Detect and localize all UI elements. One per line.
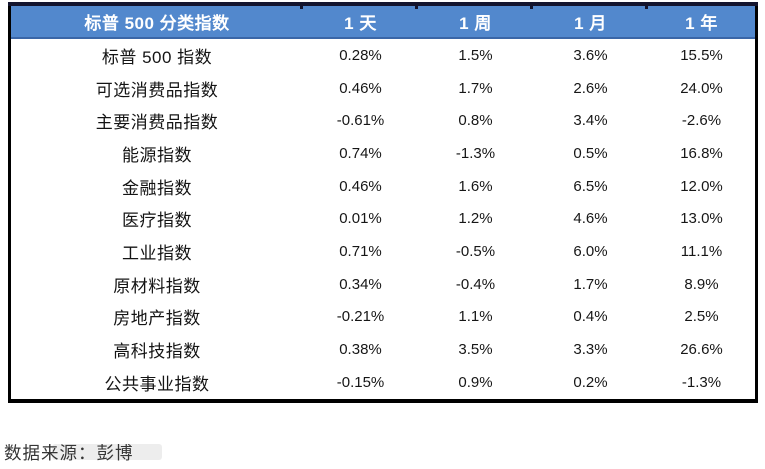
table-row: 公共事业指数 -0.15% 0.9% 0.2% -1.3% bbox=[11, 365, 755, 399]
header-1year: 1 年 bbox=[685, 14, 718, 33]
value-1week: 3.5% bbox=[458, 341, 493, 359]
table-row: 标普 500 指数 0.28% 1.5% 3.6% 15.5% bbox=[11, 39, 755, 72]
row-label: 主要消费品指数 bbox=[95, 113, 219, 133]
value-1year: 24.0% bbox=[680, 79, 723, 97]
table-row: 可选消费品指数 0.46% 1.7% 2.6% 24.0% bbox=[11, 71, 755, 105]
table-row: 主要消费品指数 -0.61% 0.8% 3.4% -2.6% bbox=[11, 104, 755, 138]
table-row: 能源指数 0.74% -1.3% 0.5% 16.8% bbox=[11, 137, 755, 170]
value-1year: -1.3% bbox=[681, 373, 722, 391]
value-1day: -0.21% bbox=[336, 308, 385, 326]
table-header-row: 标普 500 分类指数 1 天 1 周 1 月 1 年 bbox=[11, 6, 755, 39]
value-1day: -0.15% bbox=[336, 373, 385, 391]
value-1week: 1.1% bbox=[458, 308, 493, 326]
value-1year: -2.6% bbox=[681, 112, 722, 130]
value-1week: -0.5% bbox=[455, 242, 496, 260]
table-row: 医疗指数 0.01% 1.2% 4.6% 13.0% bbox=[11, 202, 755, 236]
header-1day: 1 天 bbox=[344, 14, 377, 33]
row-label: 标普 500 指数 bbox=[101, 47, 213, 67]
value-1day: 0.74% bbox=[339, 144, 382, 162]
value-1year: 12.0% bbox=[680, 177, 723, 195]
sp500-sector-table: 标普 500 分类指数 1 天 1 周 1 月 1 年 标普 500 指数 0.… bbox=[8, 2, 758, 403]
value-1month: 4.6% bbox=[573, 210, 608, 228]
table-row: 原材料指数 0.34% -0.4% 1.7% 8.9% bbox=[11, 267, 755, 301]
header-1month: 1 月 bbox=[574, 14, 607, 33]
value-1week: 1.5% bbox=[458, 46, 493, 64]
value-1year: 26.6% bbox=[680, 341, 723, 359]
column-divider-tick bbox=[300, 6, 303, 9]
table-row: 工业指数 0.71% -0.5% 6.0% 11.1% bbox=[11, 235, 755, 268]
value-1year: 11.1% bbox=[680, 242, 723, 260]
column-divider-tick bbox=[530, 6, 533, 9]
table-row: 高科技指数 0.38% 3.5% 3.3% 26.6% bbox=[11, 333, 755, 366]
row-label: 公共事业指数 bbox=[104, 374, 210, 394]
value-1month: 6.5% bbox=[573, 177, 608, 195]
value-1week: 0.9% bbox=[458, 373, 493, 391]
value-1week: 1.7% bbox=[458, 79, 493, 97]
value-1day: -0.61% bbox=[336, 112, 385, 130]
value-1month: 3.3% bbox=[573, 341, 608, 359]
value-1month: 3.6% bbox=[573, 46, 608, 64]
value-1month: 1.7% bbox=[573, 275, 608, 293]
row-label: 可选消费品指数 bbox=[95, 80, 219, 100]
value-1month: 2.6% bbox=[573, 79, 608, 97]
table-row: 金融指数 0.46% 1.6% 6.5% 12.0% bbox=[11, 169, 755, 203]
value-1month: 3.4% bbox=[573, 112, 608, 130]
header-title: 标普 500 分类指数 bbox=[84, 14, 230, 33]
column-divider-tick bbox=[645, 6, 648, 9]
data-source-note: 数据来源：彭博 bbox=[4, 443, 134, 463]
value-1year: 13.0% bbox=[680, 210, 723, 228]
value-1year: 16.8% bbox=[680, 144, 723, 162]
value-1week: 1.6% bbox=[458, 177, 493, 195]
value-1month: 6.0% bbox=[573, 242, 608, 260]
table-top-border bbox=[8, 2, 758, 9]
value-1day: 0.38% bbox=[339, 341, 382, 359]
value-1day: 0.46% bbox=[339, 79, 382, 97]
value-1week: -1.3% bbox=[455, 144, 496, 162]
value-1year: 2.5% bbox=[684, 308, 719, 326]
value-1year: 8.9% bbox=[684, 275, 719, 293]
value-1year: 15.5% bbox=[680, 46, 723, 64]
value-1day: 0.71% bbox=[339, 242, 382, 260]
value-1day: 0.28% bbox=[339, 46, 382, 64]
value-1day: 0.01% bbox=[339, 210, 382, 228]
value-1week: -0.4% bbox=[455, 275, 496, 293]
row-label: 高科技指数 bbox=[113, 342, 201, 362]
value-1day: 0.46% bbox=[339, 177, 382, 195]
row-label: 房地产指数 bbox=[113, 309, 201, 329]
value-1week: 1.2% bbox=[458, 210, 493, 228]
row-label: 原材料指数 bbox=[113, 276, 201, 296]
row-label: 能源指数 bbox=[122, 145, 192, 165]
value-1day: 0.34% bbox=[339, 275, 382, 293]
row-label: 工业指数 bbox=[122, 243, 192, 263]
table-row: 房地产指数 -0.21% 1.1% 0.4% 2.5% bbox=[11, 300, 755, 334]
value-1month: 0.5% bbox=[573, 144, 608, 162]
table-frame: 标普 500 分类指数 1 天 1 周 1 月 1 年 标普 500 指数 0.… bbox=[8, 6, 758, 403]
row-label: 医疗指数 bbox=[122, 211, 192, 231]
watermark bbox=[52, 444, 162, 460]
value-1week: 0.8% bbox=[458, 112, 493, 130]
value-1month: 0.4% bbox=[573, 308, 608, 326]
column-divider-tick bbox=[415, 6, 418, 9]
row-label: 金融指数 bbox=[122, 178, 192, 198]
header-1week: 1 周 bbox=[459, 14, 492, 33]
value-1month: 0.2% bbox=[573, 373, 608, 391]
